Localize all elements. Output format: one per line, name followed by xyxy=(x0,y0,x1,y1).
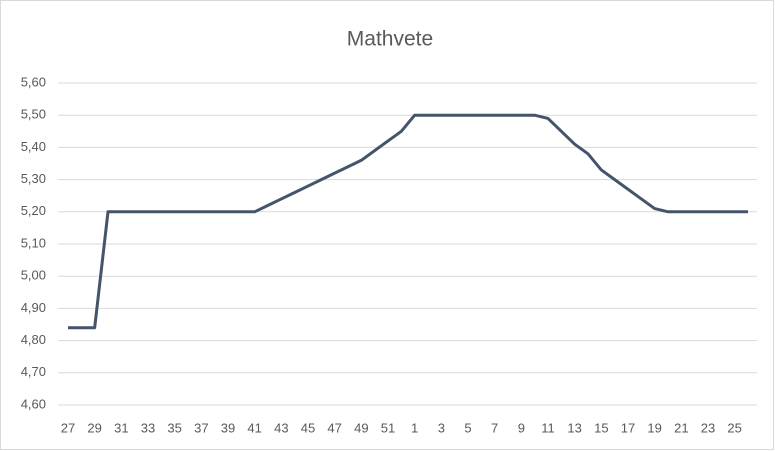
x-tick-label: 23 xyxy=(701,420,715,435)
y-tick-label: 5,10 xyxy=(21,235,46,250)
y-tick-label: 4,80 xyxy=(21,332,46,347)
x-tick-label: 11 xyxy=(541,420,555,435)
x-tick-label: 17 xyxy=(621,420,635,435)
x-tick-label: 43 xyxy=(274,420,288,435)
x-tick-label: 19 xyxy=(647,420,661,435)
x-tick-label: 5 xyxy=(464,420,471,435)
x-tick-label: 49 xyxy=(354,420,368,435)
x-tick-label: 7 xyxy=(491,420,498,435)
y-tick-label: 5,50 xyxy=(21,107,46,122)
x-tick-label: 25 xyxy=(727,420,741,435)
x-tick-label: 37 xyxy=(194,420,208,435)
y-tick-label: 5,60 xyxy=(21,74,46,89)
x-tick-label: 29 xyxy=(87,420,101,435)
x-tick-label: 39 xyxy=(221,420,235,435)
y-tick-label: 5,00 xyxy=(21,268,46,283)
y-tick-label: 4,70 xyxy=(21,364,46,379)
x-tick-label: 13 xyxy=(567,420,581,435)
x-tick-label: 51 xyxy=(381,420,395,435)
line-series xyxy=(68,113,748,330)
x-tick-label: 21 xyxy=(674,420,688,435)
y-tick-label: 5,20 xyxy=(21,203,46,218)
x-tick-label: 9 xyxy=(518,420,525,435)
y-tick-label: 4,60 xyxy=(21,396,46,411)
y-tick-label: 5,40 xyxy=(21,139,46,154)
x-tick-label: 1 xyxy=(411,420,418,435)
y-tick-label: 5,30 xyxy=(21,171,46,186)
x-tick-label: 3 xyxy=(438,420,445,435)
x-tick-label: 45 xyxy=(301,420,315,435)
y-tick-label: 4,90 xyxy=(21,300,46,315)
x-tick-label: 27 xyxy=(61,420,75,435)
x-tick-label: 35 xyxy=(167,420,181,435)
x-tick-label: 15 xyxy=(594,420,608,435)
x-tick-label: 33 xyxy=(141,420,155,435)
chart-title: Mathvete xyxy=(347,28,433,51)
x-tick-label: 47 xyxy=(327,420,341,435)
x-tick-label: 41 xyxy=(247,420,261,435)
x-tick-label: 31 xyxy=(114,420,128,435)
